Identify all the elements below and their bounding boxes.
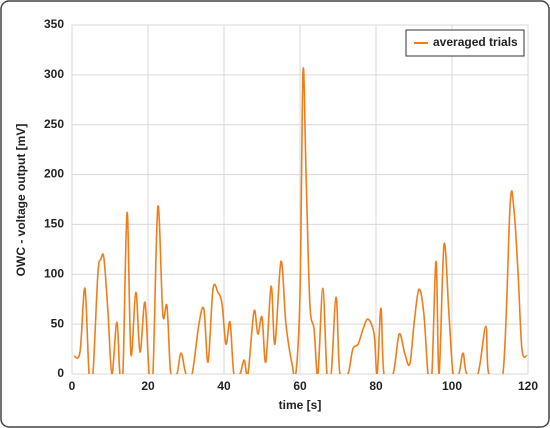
x-axis-label: time [s] [279, 398, 322, 412]
y-tick-label: 300 [44, 67, 64, 81]
x-tick-label: 100 [442, 379, 462, 393]
plot-border [71, 24, 529, 375]
y-tick-label: 0 [57, 366, 64, 380]
y-tick-label: 50 [51, 316, 65, 330]
y-tick-label: 200 [44, 167, 64, 181]
x-tick-label: 60 [293, 379, 307, 393]
y-tick-label: 100 [44, 266, 64, 280]
y-tick-label: 250 [44, 117, 64, 131]
legend-label: averaged trials [433, 35, 518, 49]
y-axis-label: OWC - voltage output [mV] [14, 124, 28, 277]
x-tick-label: 0 [69, 379, 76, 393]
x-tick-label: 120 [518, 379, 538, 393]
x-tick-label: 20 [141, 379, 155, 393]
y-tick-label: 350 [44, 17, 64, 31]
y-tick-label: 150 [44, 217, 64, 231]
data-line [73, 67, 528, 374]
x-tick-label: 40 [217, 379, 231, 393]
x-tick-label: 80 [369, 379, 383, 393]
